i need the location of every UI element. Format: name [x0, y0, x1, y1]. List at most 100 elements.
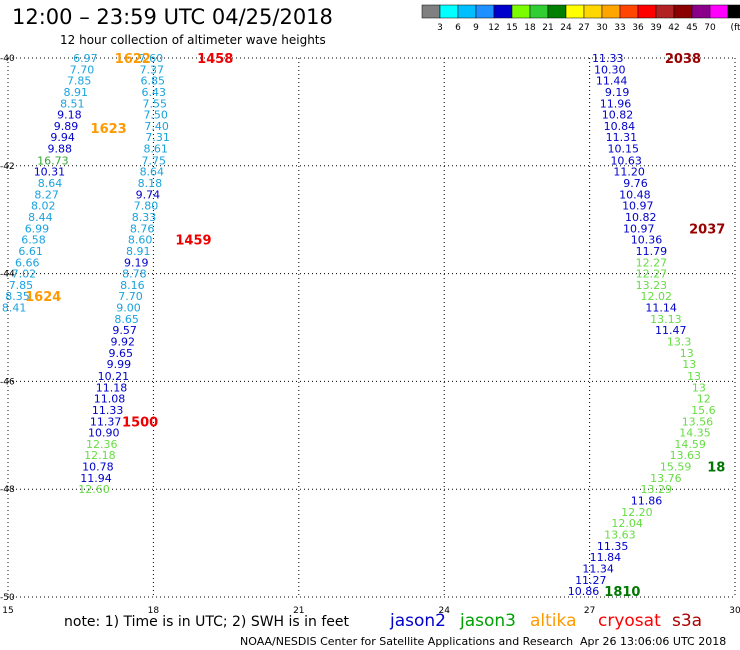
data-point: 8.76: [130, 222, 155, 235]
x-tick-label: 18: [148, 606, 160, 616]
data-point: 7.80: [134, 200, 159, 213]
x-tick-label: 21: [293, 606, 304, 616]
y-tick-label: -40: [0, 54, 15, 64]
y-tick-label: -46: [0, 377, 15, 387]
data-point: 11.27: [575, 574, 607, 587]
footer-note: note: 1) Time is in UTC; 2) SWH is in fe…: [64, 614, 350, 630]
data-point: 9.57: [112, 324, 137, 337]
data-point: 8.35: [5, 290, 30, 303]
scale-swatch: [691, 4, 711, 19]
scale-unit: (ft): [730, 23, 740, 33]
scale-swatch: [709, 4, 729, 19]
data-point: 7.70: [70, 63, 95, 76]
legend-cryosat: cryosat: [598, 611, 661, 631]
scale-label: 45: [686, 23, 697, 33]
data-point: 11.44: [596, 75, 628, 88]
data-point: 8.61: [143, 143, 168, 156]
data-point: 7.60: [139, 52, 164, 65]
data-point: 9.19: [124, 256, 149, 269]
data-point: 13.63: [670, 449, 702, 462]
data-point: 8.78: [122, 268, 147, 281]
page-title: 12:00 – 23:59 UTC 04/25/2018: [12, 5, 333, 29]
data-point: 10.31: [34, 166, 66, 179]
time-label: 1624: [25, 290, 61, 305]
data-point: 8.27: [34, 188, 59, 201]
data-point: 10.63: [610, 154, 642, 167]
data-point: 11.18: [96, 381, 128, 394]
data-point: 11.86: [631, 495, 663, 508]
data-point: 10.82: [602, 109, 634, 122]
data-point: 7.37: [140, 63, 165, 76]
data-point: 8.91: [126, 245, 151, 258]
data-point: 9.00: [116, 302, 141, 315]
time-label: 1500: [122, 415, 158, 430]
x-tick-label: 15: [2, 606, 13, 616]
data-point: 12: [697, 393, 711, 406]
data-point: 8.64: [38, 177, 63, 190]
data-point: 11.37: [90, 415, 122, 428]
scale-label: 24: [560, 23, 572, 33]
data-point: 10.36: [631, 234, 663, 247]
scale-swatch: [727, 4, 740, 19]
data-point: 11.84: [590, 551, 622, 564]
data-point: 6.97: [73, 52, 98, 65]
data-point: 12.04: [611, 517, 643, 530]
data-point: 16.73: [37, 154, 69, 167]
data-point: 12.18: [84, 449, 116, 462]
legend-altika: altika: [530, 611, 577, 631]
data-point: 12.27: [636, 256, 668, 269]
data-point: 10.21: [98, 370, 130, 383]
data-point: 12.20: [621, 506, 653, 519]
footer-credit: NOAA/NESDIS Center for Satellite Applica…: [240, 635, 573, 648]
data-point: 10.90: [88, 427, 120, 440]
data-point: 11.96: [600, 97, 632, 110]
page-subtitle: 12 hour collection of altimeter wave hei…: [60, 33, 326, 47]
data-point: 9.92: [110, 336, 135, 349]
y-tick-label: -50: [0, 593, 15, 603]
y-tick-label: -44: [0, 270, 15, 280]
data-point: 7.31: [145, 131, 170, 144]
data-point: 8.41: [2, 302, 27, 315]
data-point: 6.58: [21, 234, 46, 247]
data-point: 13.29: [640, 483, 672, 496]
data-point: 10.15: [608, 143, 640, 156]
time-label: 18: [707, 461, 725, 476]
scale-label: 70: [704, 23, 716, 33]
data-point: 6.61: [18, 245, 43, 258]
scale-label: 27: [578, 23, 589, 33]
scale-swatch: [565, 4, 585, 19]
data-point: 10.30: [594, 63, 626, 76]
data-point: 12.27: [636, 268, 668, 281]
data-point: 8.51: [60, 97, 85, 110]
scale-label: 30: [596, 23, 608, 33]
data-point: 9.76: [623, 177, 648, 190]
data-point: 8.91: [63, 86, 88, 99]
data-point: 15.6: [691, 404, 716, 417]
scale-swatch: [655, 4, 675, 19]
data-point: 6.99: [25, 222, 50, 235]
scale-swatch: [457, 4, 477, 19]
scale-label: 12: [488, 23, 499, 33]
scale-swatch: [619, 4, 639, 19]
data-point: 11.94: [80, 472, 112, 485]
data-point: 7.85: [67, 75, 92, 88]
data-point: 11.33: [592, 52, 624, 65]
data-point: 8.02: [31, 200, 56, 213]
data-point: 9.19: [605, 86, 630, 99]
data-point: 9.94: [50, 131, 75, 144]
scale-swatch: [601, 4, 621, 19]
time-label: 2037: [689, 222, 725, 237]
data-point: 7.40: [144, 120, 169, 133]
time-label: 2038: [665, 52, 701, 67]
legend-jason2: jason2: [389, 611, 446, 631]
data-point: 13: [682, 358, 696, 371]
scale-swatch: [475, 4, 495, 19]
data-point: 9.89: [54, 120, 79, 133]
x-tick-label: 24: [438, 606, 450, 616]
legend-jason3: jason3: [459, 611, 516, 631]
scale-swatch: [439, 4, 459, 19]
data-point: 11.14: [645, 302, 677, 315]
time-label: 1459: [175, 234, 211, 249]
